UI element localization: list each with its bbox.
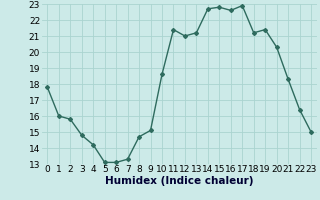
X-axis label: Humidex (Indice chaleur): Humidex (Indice chaleur) [105, 176, 253, 186]
